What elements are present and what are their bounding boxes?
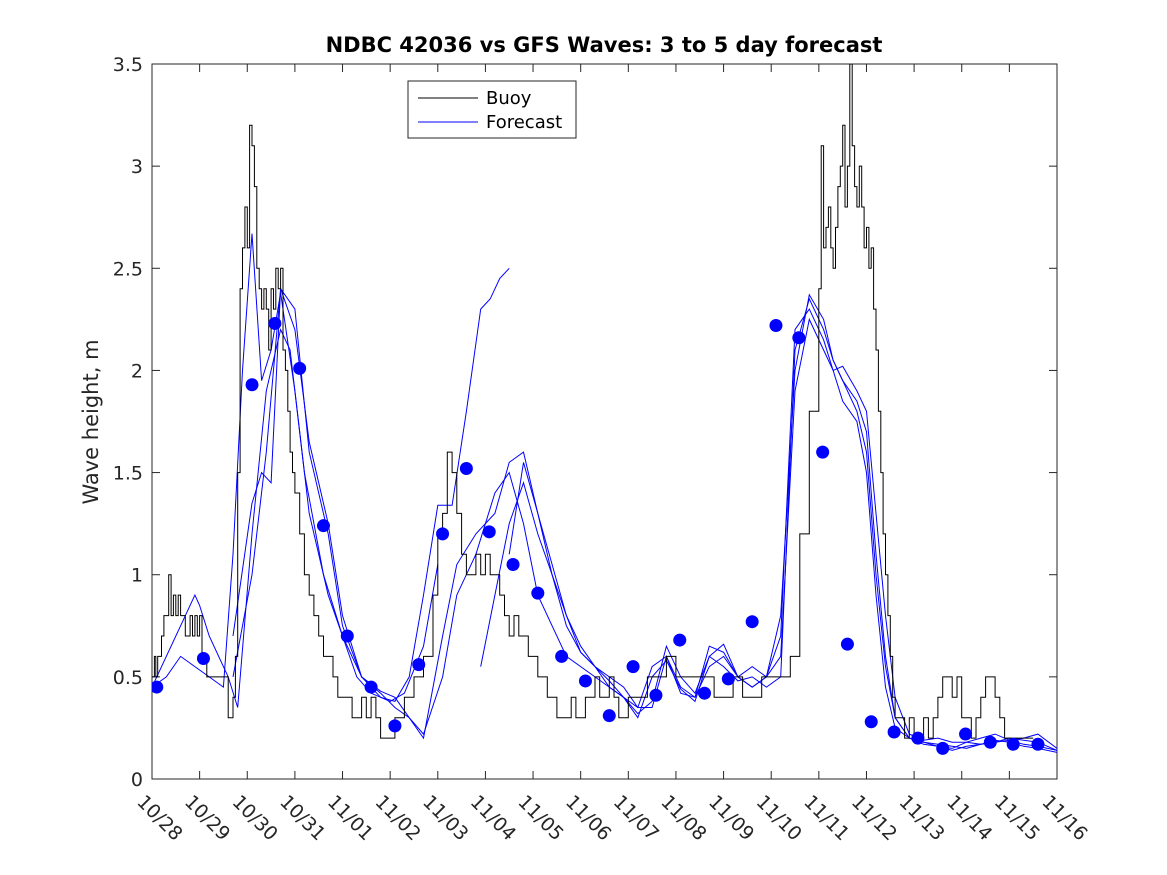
series-group bbox=[152, 64, 1057, 755]
chart-title: NDBC 42036 vs GFS Waves: 3 to 5 day fore… bbox=[326, 33, 883, 57]
legend: Buoy Forecast bbox=[407, 80, 577, 139]
y-tick-label: 1 bbox=[131, 565, 143, 587]
forecast-marker bbox=[721, 672, 735, 686]
forecast-marker bbox=[936, 741, 950, 755]
forecast-marker bbox=[578, 674, 592, 688]
forecast-marker bbox=[412, 658, 426, 672]
forecast-marker bbox=[293, 361, 307, 375]
legend-box bbox=[407, 80, 577, 139]
forecast-marker bbox=[482, 525, 496, 539]
y-tick-label: 2 bbox=[131, 360, 143, 382]
forecast-marker bbox=[245, 378, 259, 392]
forecast-marker bbox=[436, 527, 450, 541]
y-tick-label: 3.5 bbox=[113, 54, 143, 76]
forecast-marker bbox=[887, 725, 901, 739]
buoy-line bbox=[152, 64, 1034, 739]
forecast-marker bbox=[769, 318, 783, 332]
y-tick-label: 1.5 bbox=[113, 463, 143, 485]
forecast-marker bbox=[864, 715, 878, 729]
y-tick-label: 3 bbox=[131, 156, 143, 178]
y-axis-label: Wave height, m bbox=[79, 339, 103, 504]
forecast-marker bbox=[555, 649, 569, 663]
forecast-marker bbox=[745, 615, 759, 629]
forecast-marker bbox=[196, 651, 210, 665]
forecast-marker bbox=[459, 461, 473, 475]
forecast-marker bbox=[152, 680, 164, 694]
forecast-marker bbox=[673, 633, 687, 647]
forecast-marker bbox=[340, 629, 354, 643]
y-tick-label: 2.5 bbox=[113, 258, 143, 280]
forecast-marker bbox=[268, 316, 282, 330]
forecast-marker bbox=[506, 558, 520, 571]
forecast-marker bbox=[911, 731, 925, 745]
y-tick-label: 0.5 bbox=[113, 667, 143, 689]
forecast-marker bbox=[626, 660, 640, 674]
legend-buoy-label: Buoy bbox=[486, 88, 532, 109]
forecast-marker bbox=[840, 637, 854, 651]
forecast-line bbox=[152, 233, 510, 702]
forecast-line bbox=[508, 308, 1057, 751]
forecast-marker bbox=[1031, 737, 1045, 751]
forecast-marker bbox=[649, 688, 663, 702]
forecast-marker bbox=[1006, 737, 1020, 751]
forecast-marker bbox=[983, 735, 997, 749]
forecast-marker bbox=[531, 586, 545, 600]
axes-box bbox=[151, 63, 1058, 780]
forecast-marker bbox=[816, 445, 830, 459]
legend-forecast-label: Forecast bbox=[486, 112, 562, 133]
forecast-marker bbox=[698, 686, 712, 700]
forecast-marker bbox=[792, 331, 806, 345]
forecast-marker bbox=[316, 519, 330, 533]
forecast-marker bbox=[388, 719, 402, 733]
forecast-marker bbox=[364, 680, 378, 694]
forecast-marker bbox=[602, 709, 616, 723]
y-tick-label: 0 bbox=[131, 769, 143, 791]
forecast-marker bbox=[959, 727, 973, 741]
